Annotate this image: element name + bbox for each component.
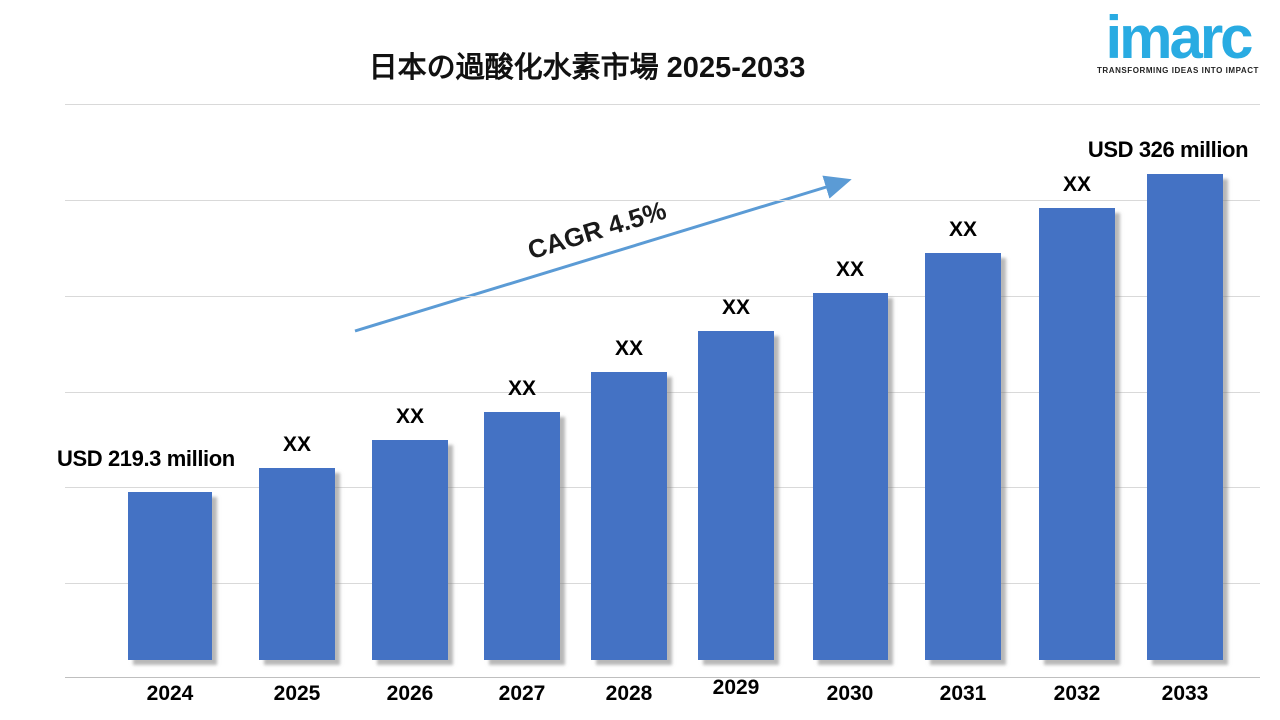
- x-axis-label-2029: 2029: [712, 676, 760, 699]
- bar-2028: [591, 372, 667, 660]
- bar-2029: [698, 331, 774, 660]
- bar-value-label-2024: USD 219.3 million: [57, 446, 235, 471]
- x-axis-label-2031: 2031: [939, 682, 987, 705]
- imarc-logo: imarc TRANSFORMING IDEAS INTO IMPACT: [1088, 4, 1268, 76]
- bar-2024: [128, 492, 212, 660]
- x-axis-label-2026: 2026: [386, 682, 434, 705]
- bar-value-label-2027: XX: [507, 377, 536, 400]
- x-axis-label-2024: 2024: [146, 682, 194, 705]
- bar-value-label-2032: XX: [1062, 173, 1091, 196]
- bar-2033: [1147, 174, 1223, 660]
- x-axis-label-2033: 2033: [1161, 682, 1209, 705]
- x-axis-label-2032: 2032: [1053, 682, 1101, 705]
- bar-value-label-2025: XX: [282, 433, 311, 456]
- imarc-logo-tagline: TRANSFORMING IDEAS INTO IMPACT: [1097, 66, 1259, 76]
- bar-value-label-2028: XX: [614, 337, 643, 360]
- bar-2026: [372, 440, 448, 660]
- cagr-annotation: CAGR 4.5%: [524, 194, 670, 266]
- bar-2027: [484, 412, 560, 660]
- bar-value-label-2029: XX: [721, 296, 750, 319]
- bar-value-label-2030: XX: [835, 258, 864, 281]
- x-axis-label-2025: 2025: [273, 682, 321, 705]
- x-axis-label-2028: 2028: [605, 682, 653, 705]
- gridline: [65, 200, 1260, 201]
- gridline: [65, 104, 1260, 105]
- bar-value-label-2031: XX: [948, 218, 977, 241]
- x-axis-line: [65, 677, 1260, 678]
- chart-title: 日本の過酸化水素市場 2025-2033: [368, 52, 806, 84]
- bar-2030: [813, 293, 888, 660]
- bar-2025: [259, 468, 335, 660]
- gridline: [65, 296, 1260, 297]
- bar-2031: [925, 253, 1001, 660]
- imarc-logo-text: imarc: [1105, 4, 1253, 71]
- x-axis-label-2030: 2030: [826, 682, 874, 705]
- bar-value-label-2033: USD 326 million: [1087, 137, 1249, 162]
- bar-value-label-2026: XX: [395, 405, 424, 428]
- bar-2032: [1039, 208, 1115, 660]
- x-axis-label-2027: 2027: [498, 682, 546, 705]
